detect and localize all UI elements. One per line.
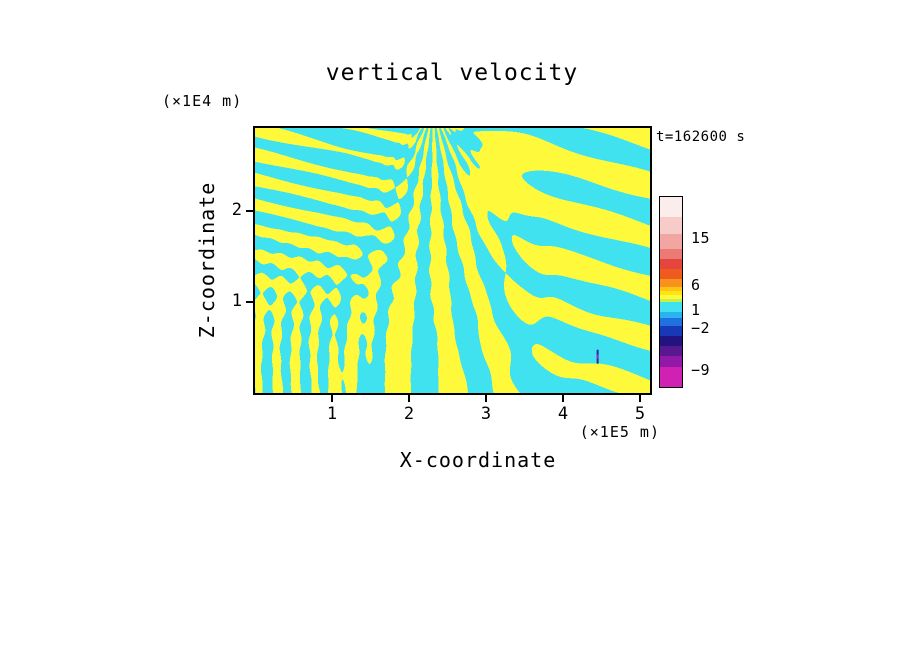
colorbar-value-label: 1 <box>691 301 701 319</box>
z-tick-label: 2 <box>231 200 242 221</box>
colorbar-segment <box>660 326 682 336</box>
contour-field-canvas <box>255 128 650 393</box>
colorbar-segment <box>660 318 682 326</box>
colorbar-segment <box>660 312 682 318</box>
x-tick-label: 5 <box>634 404 646 424</box>
colorbar-value-label: −9 <box>691 361 711 379</box>
x-tick-mark <box>330 395 333 402</box>
colorbar <box>659 196 683 388</box>
z-tick-mark <box>246 210 253 213</box>
colorbar-value-label: −2 <box>691 319 711 337</box>
colorbar-segment <box>660 291 682 295</box>
x-tick-mark <box>484 395 487 402</box>
colorbar-segment <box>660 302 682 312</box>
colorbar-value-label: 6 <box>691 276 701 294</box>
colorbar-segment <box>660 346 682 356</box>
chart-title: vertical velocity <box>325 60 579 86</box>
x-tick-mark <box>638 395 641 402</box>
colorbar-segment <box>660 279 682 287</box>
timestamp-label: t=162600 s <box>656 129 746 145</box>
colorbar-segment <box>660 217 682 234</box>
colorbar-segment <box>660 367 682 387</box>
x-axis-unit-label: (×1E5 m) <box>579 423 660 441</box>
x-tick-label: 4 <box>557 404 569 424</box>
z-tick-mark <box>246 301 253 304</box>
colorbar-segment <box>660 287 682 291</box>
colorbar-segment <box>660 249 682 259</box>
z-axis-unit-label: (×1E4 m) <box>162 92 243 110</box>
colorbar-segment <box>660 299 682 302</box>
x-tick-label: 1 <box>326 404 338 424</box>
colorbar-segment <box>660 336 682 346</box>
colorbar-segment <box>660 356 682 367</box>
x-tick-label: 3 <box>480 404 492 424</box>
z-tick-label: 1 <box>231 291 242 312</box>
colorbar-segment <box>660 269 682 279</box>
colorbar-segment <box>660 197 682 217</box>
x-tick-mark <box>407 395 410 402</box>
x-tick-mark <box>561 395 564 402</box>
x-tick-label: 2 <box>403 404 415 424</box>
colorbar-segment <box>660 234 682 249</box>
x-axis-label: X-coordinate <box>399 448 557 472</box>
contour-plot-area <box>253 126 652 395</box>
colorbar-segment <box>660 259 682 269</box>
colorbar-value-label: 15 <box>691 229 711 247</box>
colorbar-segment <box>660 295 682 299</box>
